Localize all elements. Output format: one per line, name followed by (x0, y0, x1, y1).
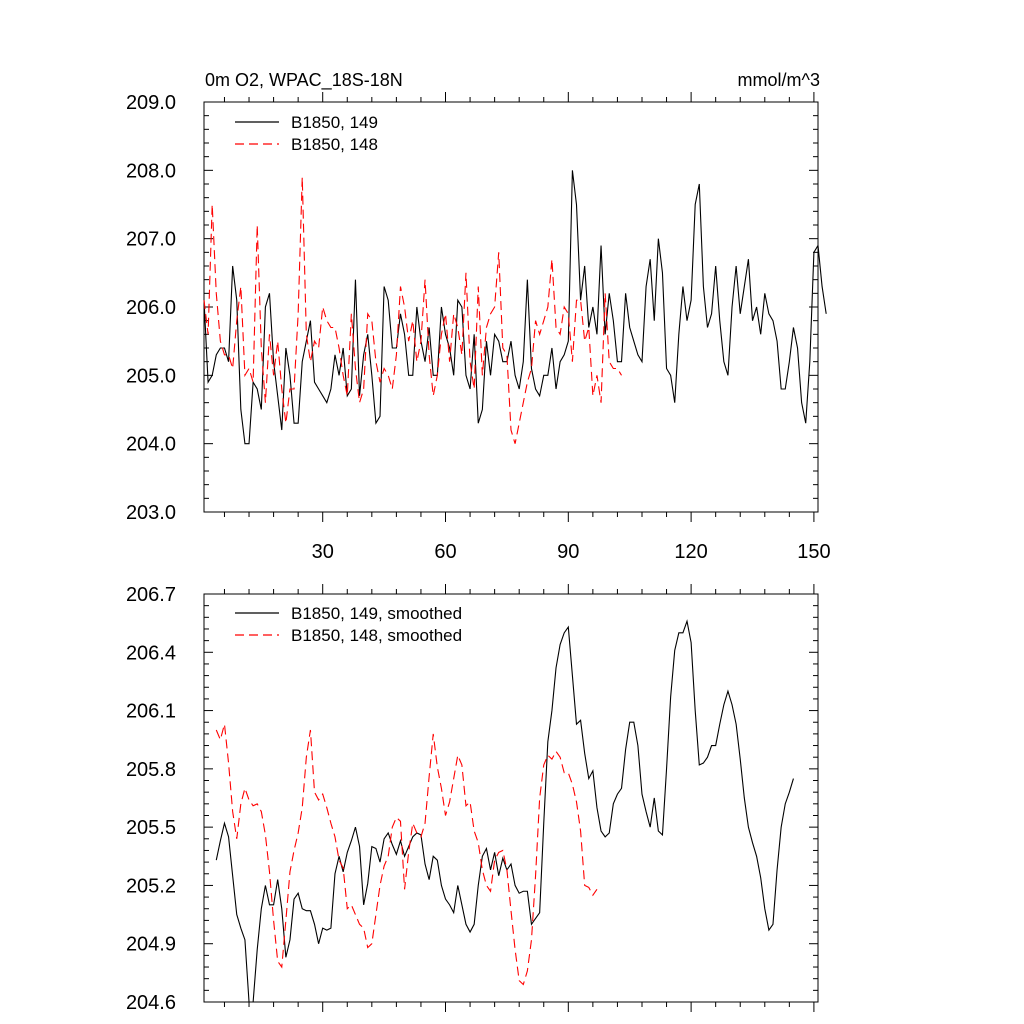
legend-label: B1850, 149, smoothed (291, 604, 462, 623)
y-tick-label: 205.0 (126, 365, 176, 387)
series-line-b1850-149 (215, 619, 794, 1003)
legend-label: B1850, 148, smoothed (291, 626, 462, 645)
y-tick-label: 206.7 (126, 584, 176, 606)
y-tick-label: 208.0 (126, 160, 176, 182)
series-line-b1850-149 (203, 170, 827, 445)
bottom-panel: 204.6 204.9 205.2 205.5 205.8 206.1 206.4 206.7… (126, 584, 819, 1014)
y-tick-label: 206.4 (126, 642, 176, 664)
y-tick-label: 209.0 (126, 92, 176, 114)
y-tick-label: 205.8 (126, 759, 176, 781)
series-line-b1850-148 (203, 177, 622, 444)
plot-frame (203, 593, 819, 1003)
y-tick-label: 205.5 (126, 817, 176, 839)
y-tick-label: 205.2 (126, 875, 176, 897)
y-tick-label: 207.0 (126, 229, 176, 251)
y-tick-label: 203.0 (126, 502, 176, 524)
y-tick-label: 204.6 (126, 992, 176, 1014)
legend-label: B1850, 149 (291, 113, 378, 132)
x-tick-label: 60 (434, 541, 456, 563)
x-tick-label: 90 (557, 541, 579, 563)
y-tick-label: 206.0 (126, 297, 176, 319)
x-tick-label: 30 (312, 541, 334, 563)
series-line-b1850-148 (215, 724, 598, 986)
y-tick-label: 206.1 (126, 701, 176, 723)
panel-title-left: 0m O2, WPAC_18S-18N (205, 70, 403, 91)
x-tick-label: 120 (674, 541, 707, 563)
top-panel: 0m O2, WPAC_18S-18N mmol/m^3 203.0 204.0 2… (126, 70, 831, 563)
panel-units: mmol/m^3 (738, 70, 820, 90)
y-tick-label: 204.0 (126, 434, 176, 456)
plot-frame (203, 101, 819, 513)
x-tick-label: 150 (797, 541, 830, 563)
y-tick-label: 204.9 (126, 934, 176, 956)
legend-label: B1850, 148 (291, 135, 378, 154)
